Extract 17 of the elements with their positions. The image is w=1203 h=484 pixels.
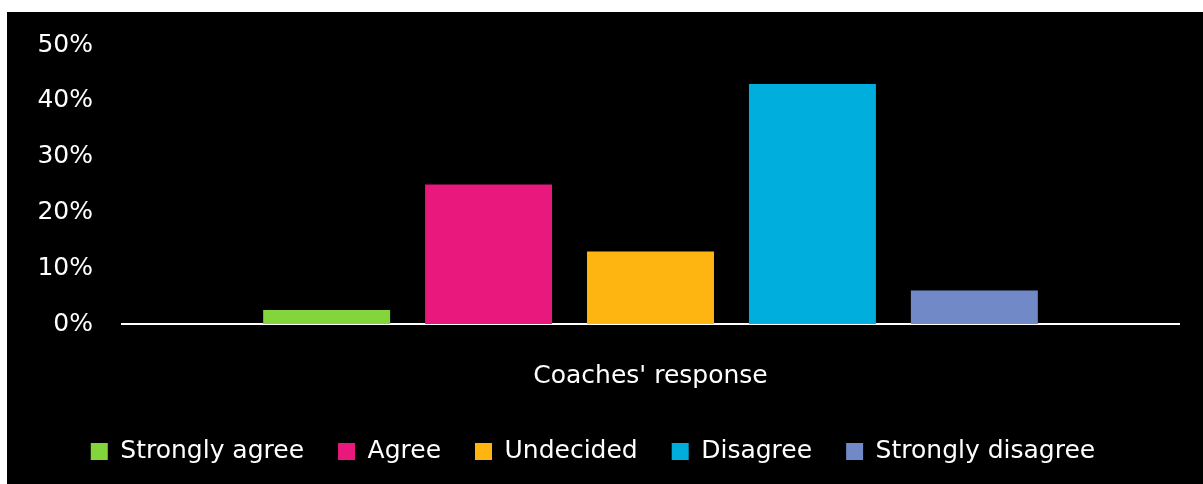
y-tick-label: 40% [37, 84, 93, 114]
bar [748, 84, 876, 324]
bar [425, 184, 553, 324]
x-tick-label: Coaches' response [533, 359, 768, 389]
legend-label: Agree [367, 435, 442, 464]
legend-label: Disagree [701, 435, 813, 464]
y-tick-label: 50% [37, 28, 93, 58]
legend-label: Undecided [504, 435, 638, 464]
y-tick-label: 10% [37, 251, 93, 281]
y-tick-label: 0% [53, 307, 93, 337]
legend-label: Strongly disagree [875, 435, 1096, 464]
bar [910, 290, 1038, 324]
legend-label: Strongly agree [120, 435, 305, 464]
y-tick-label: 20% [37, 195, 93, 225]
bar [263, 310, 391, 324]
y-tick-label: 30% [37, 140, 93, 170]
bar [587, 251, 714, 324]
